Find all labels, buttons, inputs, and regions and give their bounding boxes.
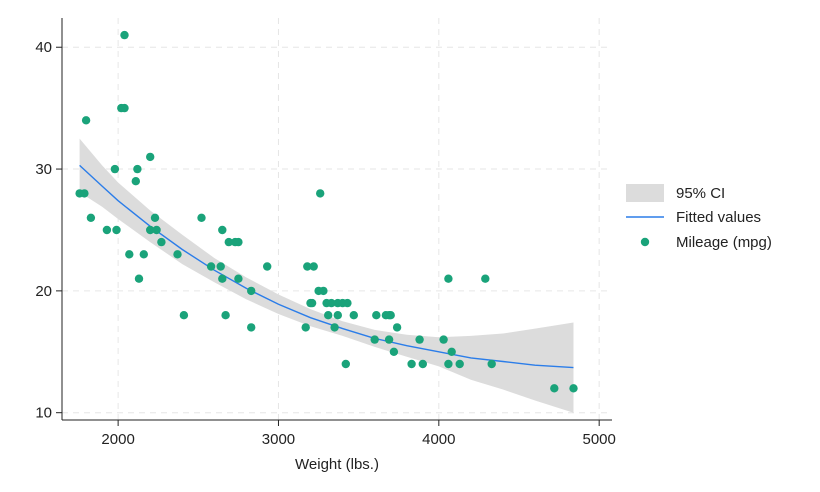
data-point <box>390 348 398 356</box>
legend-item-ci: 95% CI <box>626 184 725 202</box>
data-point <box>456 360 464 368</box>
data-point <box>146 153 154 161</box>
data-point <box>343 299 351 307</box>
legend: 95% CI Fitted values Mileage (mpg) <box>626 184 772 251</box>
data-point <box>234 238 242 246</box>
legend-mileage-label: Mileage (mpg) <box>676 234 772 251</box>
data-point <box>103 226 111 234</box>
ci-band-layer <box>80 139 574 413</box>
data-point <box>415 335 423 343</box>
data-point <box>316 189 324 197</box>
data-point <box>120 104 128 112</box>
axes-layer: Weight (lbs.) 2000 3000 4000 5000 10 20 30 40 <box>35 18 616 473</box>
scatter-chart: Weight (lbs.) 2000 3000 4000 5000 10 20 30 40 9… <box>0 0 820 492</box>
data-point <box>247 287 255 295</box>
legend-item-fitted: Fitted values <box>626 209 761 226</box>
data-point <box>218 275 226 283</box>
x-tick-label: 5000 <box>582 431 615 448</box>
data-point <box>87 214 95 222</box>
data-point <box>308 299 316 307</box>
data-point <box>419 360 427 368</box>
data-point <box>80 189 88 197</box>
data-point <box>112 226 120 234</box>
data-point <box>385 335 393 343</box>
x-tick-label: 3000 <box>262 431 295 448</box>
data-point <box>180 311 188 319</box>
data-point <box>263 262 271 270</box>
data-point <box>207 262 215 270</box>
chart-root: Weight (lbs.) 2000 3000 4000 5000 10 20 30 40 9… <box>0 0 820 492</box>
data-point <box>120 31 128 39</box>
data-point <box>387 311 395 319</box>
y-tick-label: 20 <box>35 283 52 300</box>
data-point <box>407 360 415 368</box>
data-point <box>151 214 159 222</box>
data-point <box>217 262 225 270</box>
data-point <box>319 287 327 295</box>
data-point <box>488 360 496 368</box>
data-point <box>371 335 379 343</box>
data-point <box>372 311 380 319</box>
data-point <box>82 116 90 124</box>
data-point <box>569 384 577 392</box>
data-point <box>350 311 358 319</box>
data-point <box>439 335 447 343</box>
x-tick-label: 4000 <box>422 431 455 448</box>
data-point <box>197 214 205 222</box>
data-point <box>140 250 148 258</box>
data-point <box>444 360 452 368</box>
legend-item-mileage: Mileage (mpg) <box>641 234 772 251</box>
y-tick-label: 30 <box>35 161 52 178</box>
legend-ci-swatch <box>626 184 664 202</box>
data-point <box>310 262 318 270</box>
data-point <box>218 226 226 234</box>
data-point <box>247 323 255 331</box>
data-point <box>324 311 332 319</box>
data-point <box>111 165 119 173</box>
legend-mileage-swatch <box>641 238 649 246</box>
data-point <box>221 311 229 319</box>
data-point <box>173 250 181 258</box>
y-tick-label: 40 <box>35 39 52 56</box>
data-point <box>234 275 242 283</box>
data-point <box>330 323 338 331</box>
data-point <box>444 275 452 283</box>
data-point <box>152 226 160 234</box>
x-axis-title: Weight (lbs.) <box>295 456 379 473</box>
data-point <box>135 275 143 283</box>
x-tick-label: 2000 <box>101 431 134 448</box>
legend-ci-label: 95% CI <box>676 185 725 202</box>
data-point <box>393 323 401 331</box>
data-point <box>133 165 141 173</box>
data-point <box>550 384 558 392</box>
data-point <box>481 275 489 283</box>
data-point <box>157 238 165 246</box>
legend-fitted-label: Fitted values <box>676 209 761 226</box>
data-point <box>302 323 310 331</box>
data-point <box>125 250 133 258</box>
data-point <box>132 177 140 185</box>
ci-band <box>80 139 574 413</box>
data-point <box>334 311 342 319</box>
y-tick-label: 10 <box>35 405 52 422</box>
data-point <box>448 348 456 356</box>
data-point <box>342 360 350 368</box>
